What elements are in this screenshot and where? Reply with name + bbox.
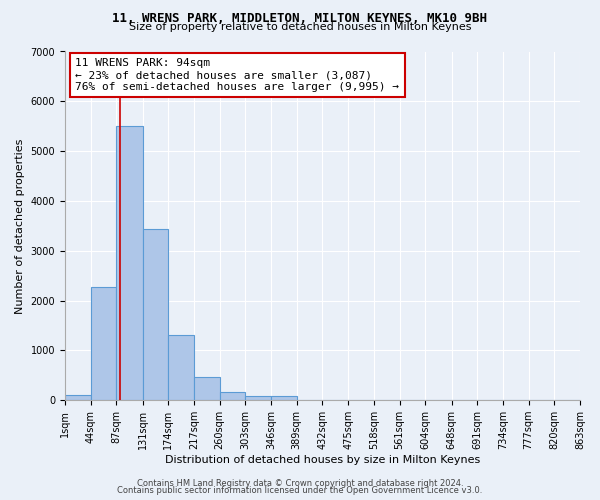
Text: Size of property relative to detached houses in Milton Keynes: Size of property relative to detached ho… xyxy=(129,22,471,32)
Bar xyxy=(271,396,297,400)
Bar xyxy=(65,395,91,400)
Text: 11, WRENS PARK, MIDDLETON, MILTON KEYNES, MK10 9BH: 11, WRENS PARK, MIDDLETON, MILTON KEYNES… xyxy=(113,12,487,26)
Text: 11 WRENS PARK: 94sqm
← 23% of detached houses are smaller (3,087)
76% of semi-de: 11 WRENS PARK: 94sqm ← 23% of detached h… xyxy=(75,58,399,92)
Bar xyxy=(91,287,116,400)
Bar xyxy=(194,378,220,400)
Bar xyxy=(245,396,271,400)
Bar xyxy=(116,126,143,400)
Bar xyxy=(220,392,245,400)
Bar xyxy=(143,229,168,400)
X-axis label: Distribution of detached houses by size in Milton Keynes: Distribution of detached houses by size … xyxy=(165,455,480,465)
Text: Contains public sector information licensed under the Open Government Licence v3: Contains public sector information licen… xyxy=(118,486,482,495)
Y-axis label: Number of detached properties: Number of detached properties xyxy=(15,138,25,314)
Text: Contains HM Land Registry data © Crown copyright and database right 2024.: Contains HM Land Registry data © Crown c… xyxy=(137,478,463,488)
Bar xyxy=(168,336,194,400)
